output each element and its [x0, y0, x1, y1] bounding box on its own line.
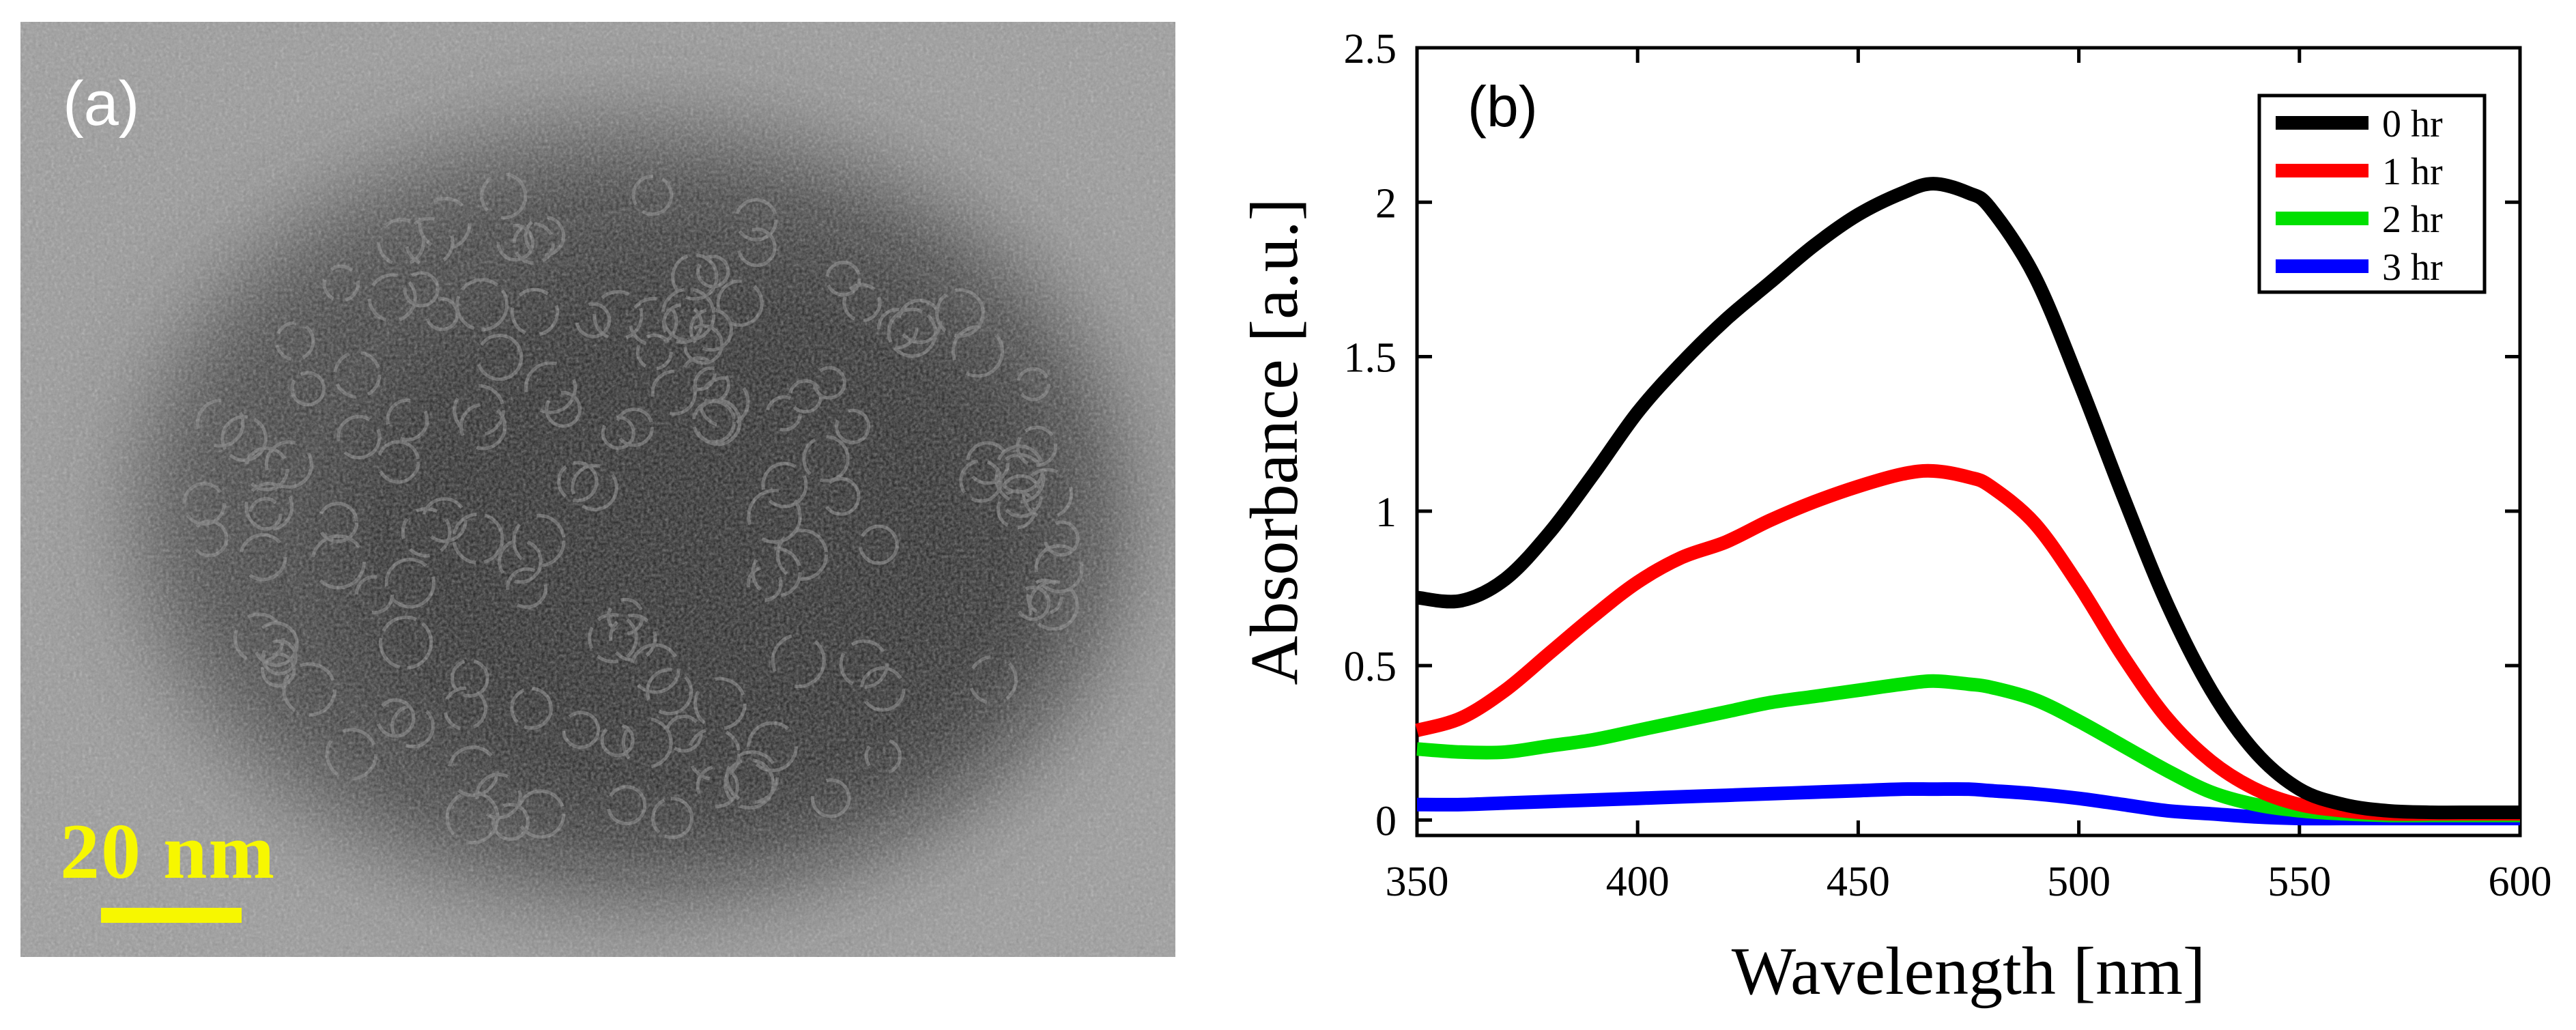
y-tick-label: 1: [1375, 489, 1397, 536]
legend-entry-label: 0 hr: [2382, 103, 2443, 145]
series-line-1-hr: [1415, 463, 2520, 821]
tem-micrograph: [20, 22, 1175, 957]
y-axis-label: Absorbance [a.u.]: [1236, 198, 1312, 685]
absorbance-chart: 350 400 450 500 550 600 0 0.5 1 1.5 2 2.5 (b) Wavel…: [1236, 26, 2552, 1009]
x-tick-label: 550: [2267, 859, 2331, 905]
panel-b-label: (b): [1468, 74, 1538, 139]
panel-a-label: (a): [63, 69, 140, 139]
tem-image-panel: (a) 20 nm: [20, 22, 1175, 957]
scale-bar-label: 20 nm: [60, 808, 276, 896]
legend-entry-label: 1 hr: [2382, 151, 2443, 193]
axes-box: [1415, 46, 2522, 838]
legend-entry-label: 2 hr: [2382, 199, 2443, 241]
legend-entry-label: 3 hr: [2382, 246, 2443, 289]
x-tick-label: 600: [2489, 859, 2552, 905]
y-tick-label: 2.5: [1344, 26, 1397, 72]
plot-frame: [1415, 46, 2522, 838]
y-tick-label: 1.5: [1344, 335, 1397, 382]
series-line-0-hr: [1416, 177, 2520, 820]
scale-bar: [101, 908, 242, 923]
x-tick-label: 450: [1827, 859, 1890, 905]
x-tick-label: 500: [2047, 859, 2110, 905]
legend: 0 hr 1 hr 2 hr 3 hr: [2257, 94, 2487, 294]
x-axis-label: Wavelength [nm]: [1732, 933, 2205, 1009]
absorbance-chart-panel: 350 400 450 500 550 600 0 0.5 1 1.5 2 2.5 (b) Wavel…: [1201, 0, 2576, 1027]
y-tick-label: 0: [1375, 798, 1397, 844]
y-tick-label: 2: [1375, 180, 1397, 227]
x-tick-label: 400: [1606, 859, 1670, 905]
y-tick-label: 0.5: [1344, 644, 1397, 690]
x-tick-label: 350: [1386, 859, 1449, 905]
